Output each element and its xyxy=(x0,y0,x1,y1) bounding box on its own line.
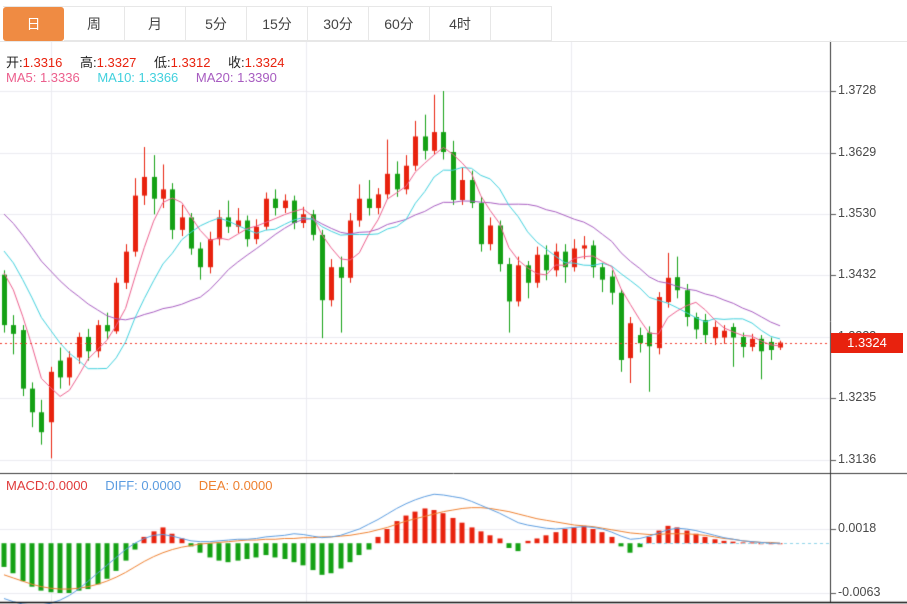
open-label: 开: xyxy=(6,55,23,70)
macd-value: MACD:0.0000 xyxy=(6,478,88,493)
macd-tick-label: -0.0063 xyxy=(838,585,881,599)
tab-60min[interactable]: 60分 xyxy=(369,7,430,41)
price-tick-label: 1.3136 xyxy=(838,451,877,466)
close-value: 1.3324 xyxy=(244,55,285,70)
ma5-value: MA5: 1.3336 xyxy=(6,70,80,85)
high-label: 高: xyxy=(80,55,97,70)
ma10-value: MA10: 1.3366 xyxy=(97,70,179,85)
tab-15min[interactable]: 15分 xyxy=(247,7,308,41)
price-tick-label: 1.3629 xyxy=(838,144,877,159)
tab-week[interactable]: 周 xyxy=(64,7,125,41)
tab-day[interactable]: 日 xyxy=(3,7,64,41)
high-value: 1.3327 xyxy=(96,55,137,70)
tab-5min[interactable]: 5分 xyxy=(186,7,247,41)
diff-value: DIFF: 0.0000 xyxy=(105,478,182,493)
ma-readout: MA5: 1.3336 MA10: 1.3366 MA20: 1.3390 xyxy=(6,70,277,85)
price-tick-label: 1.3432 xyxy=(838,267,877,282)
ma20-value: MA20: 1.3390 xyxy=(195,70,277,85)
price-tick-label: 1.3728 xyxy=(838,83,877,97)
low-label: 低: xyxy=(154,55,171,70)
open-value: 1.3316 xyxy=(22,55,63,70)
tabbar-divider xyxy=(0,41,907,42)
dea-value: DEA: 0.0000 xyxy=(198,478,273,493)
tab-30min[interactable]: 30分 xyxy=(308,7,369,41)
current-price-badge: 1.3324 xyxy=(831,332,903,353)
macd-readout: MACD:0.0000 DIFF: 0.0000 DEA: 0.0000 xyxy=(6,478,273,493)
tab-4hour[interactable]: 4时 xyxy=(430,7,491,41)
price-tick-label: 1.3530 xyxy=(838,206,877,221)
tab-spacer xyxy=(491,7,552,41)
ohlc-readout: 开:1.3316 高:1.3327 低:1.3312 收:1.3324 xyxy=(6,52,284,71)
tab-month[interactable]: 月 xyxy=(125,7,186,41)
macd-tick-label: 0.0018 xyxy=(838,521,877,535)
close-label: 收: xyxy=(228,55,245,70)
period-tab-bar: 日 周 月 5分 15分 30分 60分 4时 xyxy=(3,6,552,41)
price-tick-label: 1.3235 xyxy=(838,389,877,404)
low-value: 1.3312 xyxy=(170,55,211,70)
